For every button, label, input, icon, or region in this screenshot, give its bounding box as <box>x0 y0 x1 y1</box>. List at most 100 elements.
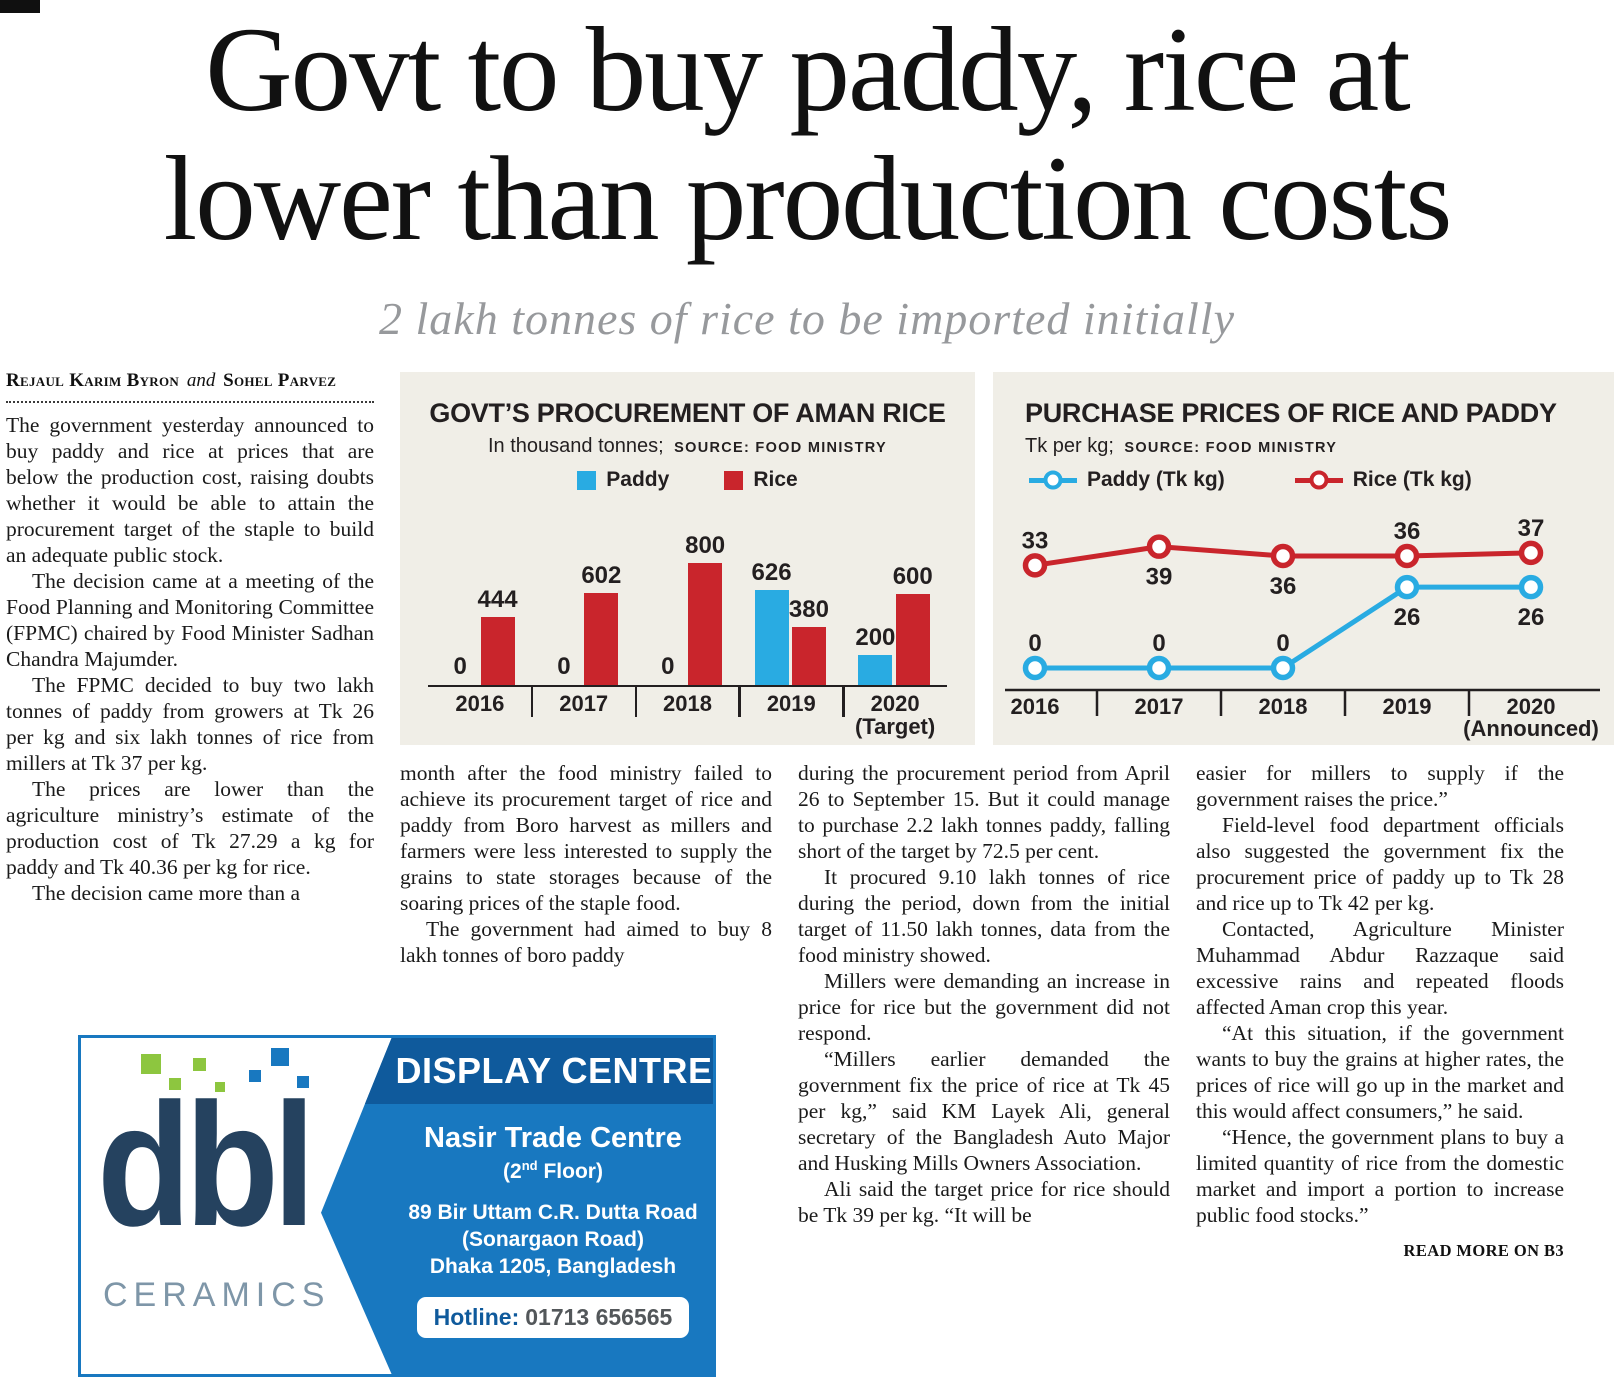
x-axis-tick <box>634 685 638 717</box>
x-axis-label: 2019 <box>1383 694 1432 719</box>
paragraph: Field-level food department officials al… <box>1196 813 1564 915</box>
x-axis-tick <box>738 685 741 717</box>
data-point-marker <box>1518 574 1544 600</box>
bar-value-label: 626 <box>751 558 792 586</box>
paragraph: Contacted, Agriculture Minister Muhammad… <box>1196 917 1564 1019</box>
bar-chart-plot: 2016 0 444 2017 0 602 2018 0 800 2019 626 380 2020 (… <box>428 522 947 738</box>
article-text-col1: The government yesterday announced to bu… <box>6 412 374 906</box>
x-axis-label: 2018 <box>663 691 712 716</box>
x-axis-label: 2017 <box>1135 694 1184 719</box>
point-value-label: 37 <box>1518 518 1545 542</box>
headline-line2: lower than production costs <box>163 132 1453 267</box>
page-corner-mark <box>0 0 40 13</box>
bar-rice-2017 <box>584 593 619 685</box>
line-chart-plot: 2016 2017 2018 2019 2020 (Announced) 0 0 0 26 26 33… <box>1005 518 1600 741</box>
x-axis <box>428 684 947 687</box>
read-more-link[interactable]: READ MORE ON B3 <box>1403 1241 1564 1260</box>
legend-swatch-icon <box>577 470 597 490</box>
dbl-ceramics-logo: dbl CERAMICS <box>81 1038 411 1374</box>
article-text-col2: month after the food ministry failed to … <box>400 760 772 968</box>
point-value-label: 0 <box>1152 630 1165 657</box>
procurement-chart: GOVT’S PROCUREMENT OF AMAN RICE In thous… <box>400 372 975 745</box>
point-value-label: 26 <box>1394 604 1421 631</box>
point-value-label: 39 <box>1146 564 1173 591</box>
data-point-marker <box>1518 540 1544 566</box>
bar-value-label: 200 <box>855 623 896 651</box>
legend-label: Rice (Tk kg) <box>1352 468 1472 491</box>
bar-value-label: 800 <box>685 532 726 559</box>
data-point-marker <box>1146 655 1172 681</box>
chart-source-label: SOURCE: FOOD MINISTRY <box>674 440 887 456</box>
chart-source-label: SOURCE: FOOD MINISTRY <box>1124 440 1338 456</box>
bar-value-label: 600 <box>892 562 933 590</box>
headline: Govt to buy paddy, rice at lower than pr… <box>0 3 1614 267</box>
prices-chart: PURCHASE PRICES OF RICE AND PADDY Tk per… <box>993 372 1614 745</box>
byline-divider <box>6 401 374 403</box>
logo-pixel <box>249 1070 261 1082</box>
legend-item: Paddy (Tk kg) <box>1029 468 1225 492</box>
point-value-label: 33 <box>1022 527 1049 554</box>
data-point-marker <box>1022 553 1048 578</box>
x-axis-tick <box>530 685 534 717</box>
bar-paddy-2019 <box>754 589 789 685</box>
x-axis-label: 2016 <box>1011 694 1060 719</box>
chart-title: PURCHASE PRICES OF RICE AND PADDY <box>1025 398 1557 428</box>
legend-line-icon <box>1029 470 1077 490</box>
bar-value-label: 0 <box>557 653 571 680</box>
paragraph: The decision came at a meeting of the Fo… <box>6 569 374 671</box>
bar-value-label: 444 <box>477 586 518 614</box>
bar-rice-2016 <box>480 617 515 685</box>
hotline-label: Hotline: <box>433 1304 520 1330</box>
paragraph: easier for millers to supply if the gove… <box>1196 761 1564 811</box>
chart-subtitle: In thousand tonnes; SOURCE: FOOD MINISTR… <box>420 435 955 458</box>
x-axis-label: 2020 (Announced) <box>1463 694 1599 741</box>
dbl-ceramics-ad[interactable]: dbl CERAMICS DISPLAY CENTRE Nasir Trade … <box>78 1035 716 1377</box>
bar-rice-2018 <box>688 563 723 685</box>
chart-unit-label: In thousand tonnes; <box>487 435 664 457</box>
ad-body: Nasir Trade Centre (2nd Floor) 89 Bir Ut… <box>321 1104 713 1338</box>
logo-pixel <box>169 1078 181 1090</box>
data-point-marker <box>1146 534 1172 559</box>
paragraph: The government had aimed to buy 8 lakh t… <box>400 917 772 967</box>
headline-line1: Govt to buy paddy, rice at <box>205 3 1411 137</box>
bar-value-label: 380 <box>788 596 829 624</box>
logo-pixel <box>215 1082 225 1092</box>
bar-value-label: 602 <box>581 562 622 590</box>
hotline-badge: Hotline: 01713 656565 <box>416 1297 690 1338</box>
logo-pixel <box>271 1048 289 1066</box>
ad-address: 89 Bir Uttam C.R. Dutta Road (Sonargaon … <box>405 1199 701 1280</box>
chart-unit-label: Tk per kg; <box>1025 435 1114 457</box>
ad-floor: (2nd Floor) <box>503 1158 603 1183</box>
logo-wordmark: dbl <box>97 1068 316 1263</box>
legend-label: Paddy <box>606 468 670 491</box>
legend-marker-icon <box>1309 470 1329 490</box>
bar-value-label: 0 <box>661 653 675 680</box>
paragraph: “At this situation, if the government wa… <box>1196 1021 1564 1123</box>
legend-marker-icon <box>1043 470 1063 490</box>
data-point-marker <box>1394 574 1420 600</box>
bar-chart-legend: Paddy Rice <box>400 468 975 492</box>
data-point-marker <box>1394 543 1420 569</box>
article-text-col4: easier for millers to supply if the gove… <box>1196 760 1564 1228</box>
paragraph: Millers were demanding an increase in pr… <box>798 969 1170 1045</box>
legend-swatch-icon <box>724 470 744 490</box>
subheadline: 2 lakh tonnes of rice to be imported ini… <box>379 293 1235 344</box>
point-value-label: 36 <box>1394 518 1421 545</box>
article-column-1: Rejaul Karim Byron and Sohel Parvez The … <box>6 368 374 906</box>
x-axis-label: 2019 <box>766 691 816 716</box>
point-value-label: 26 <box>1518 604 1545 631</box>
point-value-label: 0 <box>1276 630 1289 657</box>
paragraph: month after the food ministry failed to … <box>400 761 772 915</box>
paragraph: “Millers earlier demanded the government… <box>798 1047 1170 1175</box>
ad-address-line: 89 Bir Uttam C.R. Dutta Road <box>408 1201 698 1224</box>
data-point-marker <box>1270 655 1296 681</box>
article-column-3: during the procurement period from April… <box>798 760 1170 1228</box>
x-axis-label: 2016 <box>455 691 505 716</box>
legend-label: Rice <box>753 468 798 491</box>
data-point-marker <box>1022 655 1048 681</box>
article-column-4: easier for millers to supply if the gove… <box>1196 760 1564 1264</box>
legend-line-icon <box>1294 470 1343 490</box>
bar-rice-2019 <box>791 627 826 685</box>
bar-paddy-2020 <box>858 654 893 685</box>
